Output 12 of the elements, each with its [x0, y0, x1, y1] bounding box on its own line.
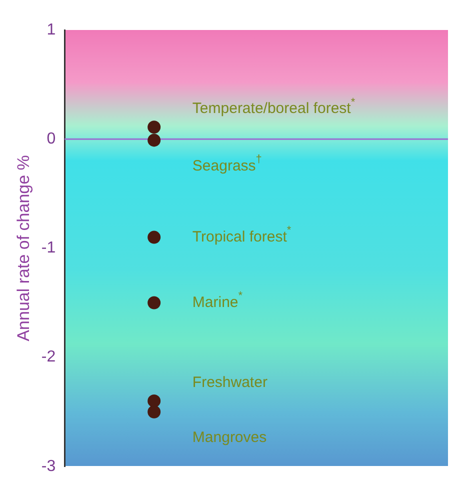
text: Temperate/boreal forest* [192, 96, 356, 118]
text: Freshwater [192, 374, 268, 392]
y-axis-title: Annual rate of change % [14, 155, 33, 342]
y-tick-label: -2 [41, 348, 56, 366]
text: Marine* [192, 290, 244, 311]
text: Tropical forest* [192, 224, 292, 246]
text: Mangroves [192, 428, 267, 446]
text: Seagrass† [192, 153, 262, 174]
y-tick-label: -1 [41, 240, 56, 257]
y-tick-label: 1 [46, 21, 56, 38]
y-tick-label: -3 [41, 458, 56, 475]
y-tick-label: 0 [46, 130, 56, 148]
